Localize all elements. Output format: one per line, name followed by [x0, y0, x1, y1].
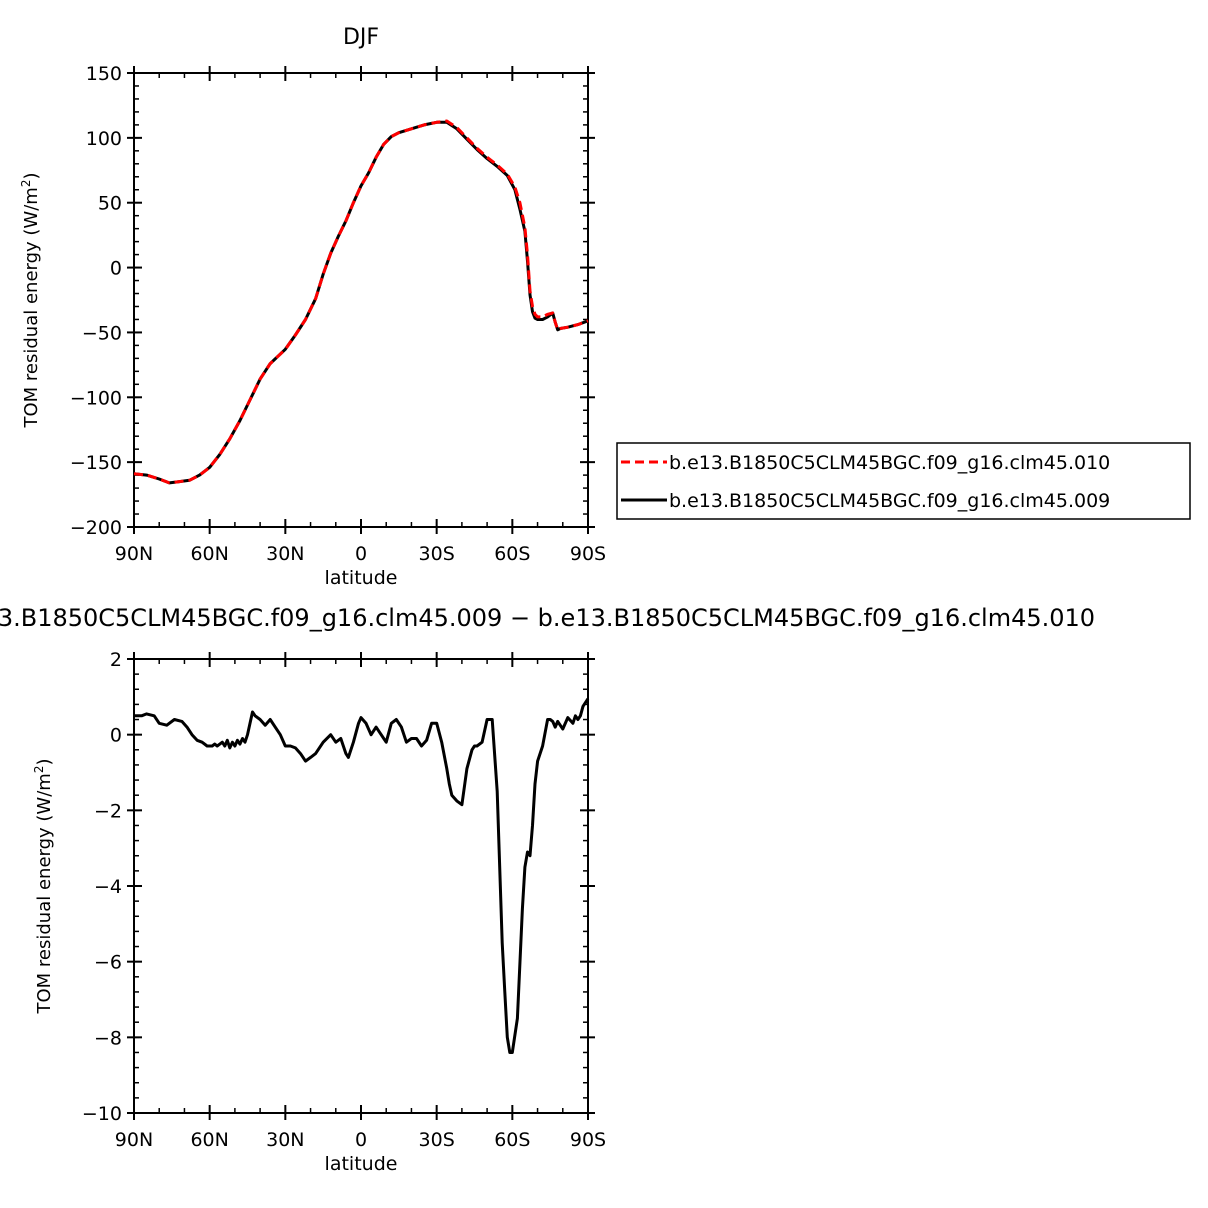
top-chart-x-tick-label: 30N [266, 543, 304, 565]
top-chart-y-tick-label: 100 [86, 128, 122, 150]
bottom-chart-y-tick-label: −2 [94, 800, 122, 822]
top-chart-y-tick-label: 50 [98, 193, 122, 215]
bottom-chart-y-axis-label-superscript: 2 [32, 766, 46, 774]
bottom-chart-y-tick-label: −6 [94, 952, 122, 974]
top-chart-x-tick-label: 60S [494, 543, 530, 565]
top-chart-x-tick-label: 60N [190, 543, 228, 565]
top-chart-y-axis-label: TOM residual energy (W/m2) [19, 173, 42, 429]
top-chart-series-line-2 [133, 120, 589, 485]
bottom-chart-y-tick-label: −8 [94, 1027, 122, 1049]
bottom-chart-title: b.e13.B1850C5CLM45BGC.f09_g16.clm45.009 … [0, 604, 1095, 632]
bottom-chart-x-tick-label: 60S [494, 1129, 530, 1151]
top-chart-y-axis-label-close: ) [21, 173, 42, 180]
bottom-chart-y-tick-label: −10 [82, 1103, 122, 1125]
top-chart-plot-frame [133, 72, 589, 528]
top-chart-x-tick-label: 0 [355, 543, 367, 565]
legend-label-2: b.e13.B1850C5CLM45BGC.f09_g16.clm45.009 [669, 490, 1110, 512]
bottom-chart-x-tick-label: 90N [115, 1129, 153, 1151]
bottom-chart-x-axis-label: latitude [325, 1153, 398, 1175]
top-chart-y-tick-label: −200 [70, 517, 122, 539]
top-chart-x-tick-label: 90S [570, 543, 606, 565]
bottom-chart-x-tick-label: 90S [570, 1129, 606, 1151]
top-chart-y-tick-label: 150 [86, 63, 122, 85]
bottom-chart-y-tick-label: 0 [110, 725, 122, 747]
bottom-chart-x-tick-label: 60N [190, 1129, 228, 1151]
bottom-chart-x-tick-label: 0 [355, 1129, 367, 1151]
top-chart-x-axis-label: latitude [325, 567, 398, 589]
top-chart-series-line-1 [133, 119, 589, 485]
legend-box [616, 442, 1191, 520]
top-chart-y-axis-label-superscript: 2 [19, 180, 33, 188]
top-chart-title: DJF [343, 25, 379, 50]
bottom-chart-y-axis-label: TOM residual energy (W/m2) [32, 759, 55, 1015]
bottom-chart-y-tick-label: −4 [94, 876, 122, 898]
top-chart-x-tick-label: 30S [419, 543, 455, 565]
top-chart-x-tick-label: 90N [115, 543, 153, 565]
bottom-chart-y-axis-label-close: ) [34, 759, 55, 766]
bottom-chart-plot-frame [133, 658, 589, 1114]
top-chart-y-axis-label-main: TOM residual energy (W/m [21, 187, 42, 428]
top-chart-y-tick-label: −100 [70, 387, 122, 409]
bottom-chart-series-line-1 [134, 697, 590, 1054]
top-chart-y-tick-label: −150 [70, 452, 122, 474]
legend-label-1: b.e13.B1850C5CLM45BGC.f09_g16.clm45.010 [669, 452, 1110, 474]
bottom-chart-y-tick-label: 2 [110, 649, 122, 671]
top-chart-y-tick-label: 0 [110, 258, 122, 280]
bottom-chart-x-tick-label: 30S [419, 1129, 455, 1151]
bottom-chart-x-tick-label: 30N [266, 1129, 304, 1151]
top-chart-y-tick-label: −50 [82, 322, 122, 344]
bottom-chart-y-axis-label-main: TOM residual energy (W/m [34, 773, 55, 1014]
